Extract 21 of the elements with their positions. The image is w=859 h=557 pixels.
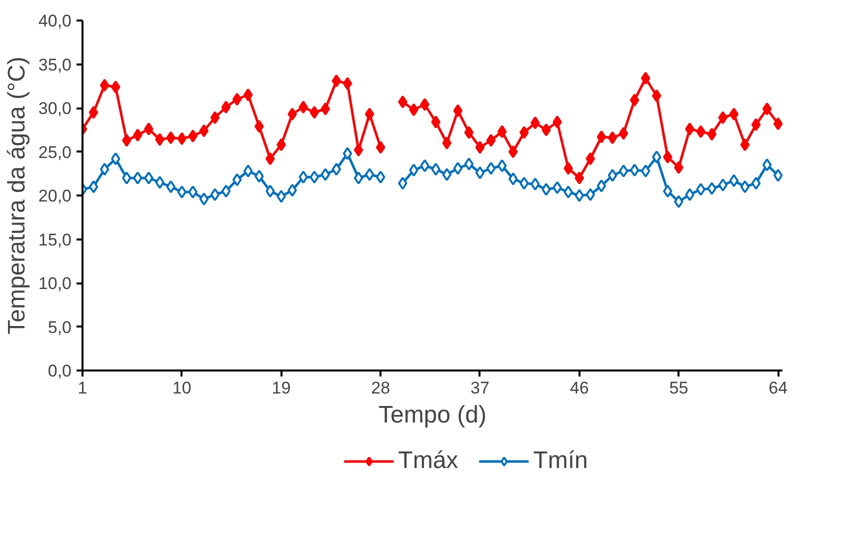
x-tick-label: 10 [172,378,192,398]
y-tick-label: 30,0 [38,99,72,118]
y-tick-label: 0,0 [48,362,72,380]
legend-label: Tmín [533,447,588,475]
y-tick-label: 25,0 [38,142,72,162]
x-tick-label: 1 [78,378,88,398]
y-tick-label: 35,0 [38,55,72,74]
y-tick-label: 5,0 [48,318,72,337]
y-tick-label: 20,0 [38,186,72,206]
y-tick-label: 40,0 [38,12,72,30]
x-tick-label: 64 [768,378,788,398]
x-tick-label: 55 [669,378,688,398]
x-tick-label: 19 [272,378,291,398]
x-tick-label: 37 [470,378,490,398]
y-tick-label: 10,0 [38,274,72,293]
y-axis-title: Temperatura da água (°C) [3,56,30,334]
x-tick-label: 46 [570,378,589,398]
legend-label: Tmáx [398,447,458,475]
x-tick-label: 28 [371,378,390,398]
y-tick-label: 15,0 [38,230,72,250]
x-axis-title: Tempo (d) [378,402,487,428]
